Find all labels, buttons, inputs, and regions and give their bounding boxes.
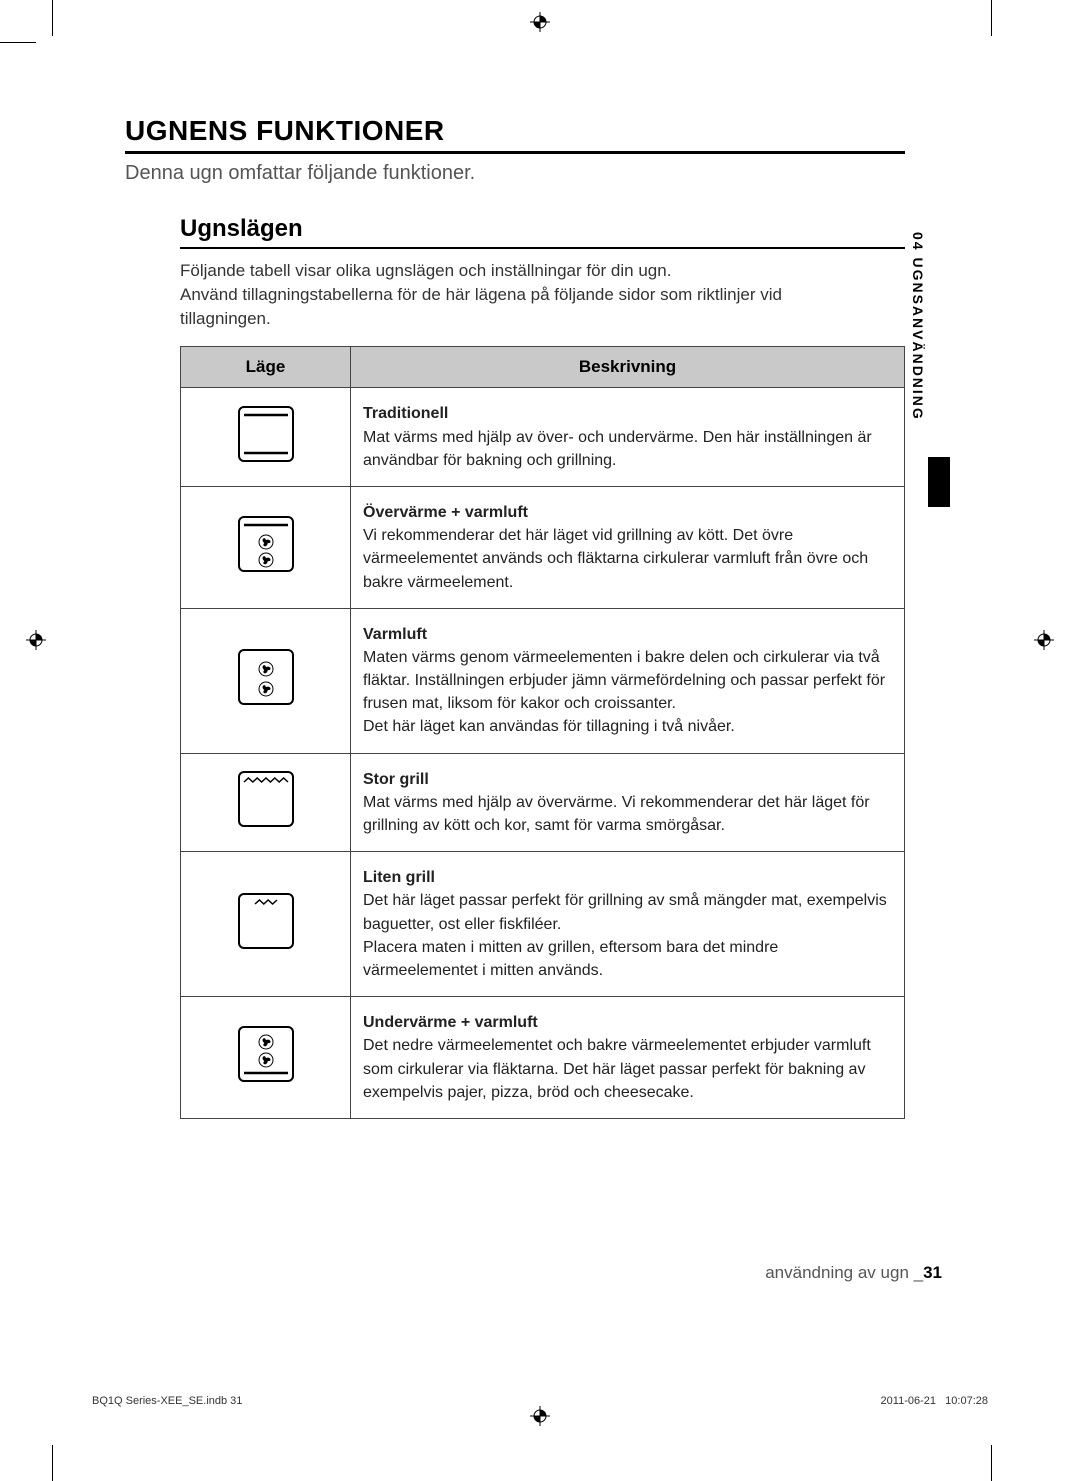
- crop-mark: [991, 1445, 992, 1481]
- oven-mode-name: Traditionell: [363, 402, 892, 425]
- oven-mode-icon-conventional: [181, 388, 351, 487]
- oven-mode-desc-line: Vi rekommenderar det här läget vid grill…: [363, 527, 868, 590]
- registration-mark-icon: [530, 12, 550, 32]
- oven-mode-description: Liten grill Det här läget passar perfekt …: [351, 852, 905, 997]
- print-job-timestamp: 2011-06-21 10:07:28: [881, 1395, 988, 1407]
- oven-mode-name: Liten grill: [363, 866, 892, 889]
- table-row: Övervärme + varmluft Vi rekommenderar det…: [181, 486, 905, 608]
- running-footer-text: användning av ugn _: [765, 1263, 923, 1282]
- crop-mark: [52, 0, 53, 36]
- body-line-1: Följande tabell visar olika ugnslägen oc…: [180, 261, 671, 280]
- section-heading: Ugnslägen: [180, 215, 905, 249]
- intro-paragraph: Denna ugn omfattar följande funktioner.: [125, 162, 905, 185]
- oven-mode-desc-line: Mat värms med hjälp av övervärme. Vi rek…: [363, 794, 870, 834]
- chapter-tab: 04 UGNSANVÄNDNING: [908, 232, 950, 507]
- oven-mode-name: Undervärme + varmluft: [363, 1011, 892, 1034]
- table-row: Traditionell Mat värms med hjälp av över-…: [181, 388, 905, 487]
- print-job-file: BQ1Q Series-XEE_SE.indb 31: [92, 1395, 242, 1407]
- chapter-tab-label: 04 UGNSANVÄNDNING: [908, 232, 928, 431]
- registration-mark-icon: [530, 1406, 550, 1426]
- oven-mode-description: Stor grill Mat värms med hjälp av övervär…: [351, 753, 905, 852]
- oven-mode-desc-line: Det här läget kan användas för tillagnin…: [363, 718, 735, 735]
- registration-mark-icon: [1034, 630, 1054, 650]
- section-body: Följande tabell visar olika ugnslägen oc…: [180, 259, 860, 330]
- oven-mode-icon-fan: [181, 608, 351, 753]
- table-header-desc: Beskrivning: [351, 347, 905, 388]
- page-number: 31: [923, 1263, 942, 1282]
- oven-mode-name: Övervärme + varmluft: [363, 501, 892, 524]
- table-row: Varmluft Maten värms genom värmeelementen…: [181, 608, 905, 753]
- oven-mode-icon-large-grill: [181, 753, 351, 852]
- crop-mark: [0, 42, 36, 43]
- page-title: UGNENS FUNKTIONER: [125, 115, 905, 154]
- oven-mode-name: Stor grill: [363, 768, 892, 791]
- oven-mode-desc-line: Mat värms med hjälp av över- och undervä…: [363, 429, 872, 469]
- page-footer: användning av ugn _31: [765, 1263, 942, 1283]
- oven-mode-desc-line: Placera maten i mitten av grillen, efter…: [363, 939, 778, 979]
- table-row: Undervärme + varmluft Det nedre värmeelem…: [181, 997, 905, 1119]
- oven-mode-icon-bottom-fan: [181, 997, 351, 1119]
- oven-mode-description: Traditionell Mat värms med hjälp av över-…: [351, 388, 905, 487]
- oven-mode-description: Varmluft Maten värms genom värmeelementen…: [351, 608, 905, 753]
- oven-mode-icon-small-grill: [181, 852, 351, 997]
- oven-mode-icon-top-fan: [181, 486, 351, 608]
- oven-mode-desc-line: Det här läget passar perfekt för grillni…: [363, 892, 887, 932]
- body-line-2: Använd tillagningstabellerna för de här …: [180, 285, 782, 328]
- table-row: Liten grill Det här läget passar perfekt …: [181, 852, 905, 997]
- table-header-mode: Läge: [181, 347, 351, 388]
- registration-mark-icon: [26, 630, 46, 650]
- crop-mark: [991, 0, 992, 36]
- table-row: Stor grill Mat värms med hjälp av övervär…: [181, 753, 905, 852]
- crop-mark: [52, 1445, 53, 1481]
- oven-modes-table: Läge Beskrivning Traditionell Mat värms m…: [180, 346, 905, 1119]
- oven-mode-desc-line: Maten värms genom värmeelementen i bakre…: [363, 649, 885, 712]
- oven-mode-description: Övervärme + varmluft Vi rekommenderar det…: [351, 486, 905, 608]
- chapter-tab-marker: [928, 457, 950, 507]
- oven-mode-desc-line: Det nedre värmeelementet och bakre värme…: [363, 1037, 871, 1100]
- oven-mode-description: Undervärme + varmluft Det nedre värmeelem…: [351, 997, 905, 1119]
- page-content: UGNENS FUNKTIONER Denna ugn omfattar föl…: [125, 115, 905, 1119]
- oven-mode-name: Varmluft: [363, 623, 892, 646]
